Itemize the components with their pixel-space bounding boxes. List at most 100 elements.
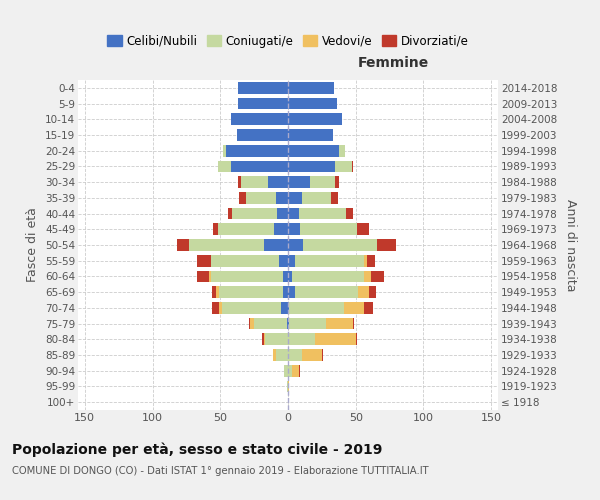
Bar: [287, 318, 288, 330]
Bar: [288, 255, 295, 266]
Bar: [315, 334, 356, 345]
Bar: [322, 349, 323, 361]
Bar: [229, 208, 232, 220]
Bar: [288, 129, 333, 141]
Bar: [249, 318, 250, 330]
Bar: [238, 176, 241, 188]
Bar: [300, 224, 357, 235]
Bar: [371, 270, 384, 282]
Bar: [239, 192, 246, 204]
Bar: [197, 255, 211, 266]
Bar: [287, 380, 288, 392]
Bar: [288, 286, 295, 298]
Bar: [288, 270, 292, 282]
Bar: [219, 302, 221, 314]
Bar: [273, 349, 276, 361]
Bar: [274, 224, 288, 235]
Bar: [288, 349, 302, 361]
Bar: [231, 160, 288, 172]
Bar: [335, 176, 340, 188]
Text: COMUNE DI DONGO (CO) - Dati ISTAT 1° gennaio 2019 - Elaborazione TUTTITALIA.IT: COMUNE DI DONGO (CO) - Dati ISTAT 1° gen…: [12, 466, 428, 476]
Bar: [219, 286, 283, 298]
Bar: [377, 239, 397, 251]
Bar: [288, 98, 337, 110]
Bar: [283, 270, 288, 282]
Bar: [295, 286, 358, 298]
Bar: [231, 114, 288, 125]
Bar: [262, 334, 263, 345]
Bar: [288, 380, 289, 392]
Bar: [238, 82, 288, 94]
Bar: [288, 82, 334, 94]
Bar: [288, 114, 342, 125]
Bar: [216, 286, 219, 298]
Bar: [299, 365, 300, 376]
Y-axis label: Anni di nascita: Anni di nascita: [564, 198, 577, 291]
Bar: [276, 192, 288, 204]
Bar: [344, 302, 364, 314]
Bar: [177, 239, 189, 251]
Bar: [283, 286, 288, 298]
Bar: [303, 239, 377, 251]
Bar: [353, 318, 355, 330]
Bar: [326, 318, 353, 330]
Bar: [232, 208, 277, 220]
Bar: [236, 129, 288, 141]
Text: Femmine: Femmine: [358, 56, 428, 70]
Bar: [369, 286, 376, 298]
Bar: [288, 192, 302, 204]
Bar: [241, 176, 268, 188]
Bar: [189, 239, 263, 251]
Bar: [302, 349, 322, 361]
Bar: [288, 302, 289, 314]
Bar: [281, 302, 288, 314]
Bar: [289, 302, 344, 314]
Bar: [367, 255, 375, 266]
Bar: [218, 224, 274, 235]
Bar: [288, 318, 289, 330]
Bar: [346, 208, 353, 220]
Text: Popolazione per età, sesso e stato civile - 2019: Popolazione per età, sesso e stato civil…: [12, 442, 382, 457]
Bar: [364, 255, 367, 266]
Bar: [288, 208, 299, 220]
Bar: [212, 302, 219, 314]
Bar: [265, 334, 288, 345]
Bar: [276, 349, 288, 361]
Bar: [214, 224, 218, 235]
Bar: [263, 334, 265, 345]
Bar: [364, 302, 373, 314]
Bar: [288, 176, 310, 188]
Bar: [288, 224, 300, 235]
Bar: [211, 270, 283, 282]
Bar: [254, 318, 287, 330]
Bar: [288, 145, 340, 156]
Bar: [218, 160, 231, 172]
Bar: [340, 145, 345, 156]
Bar: [250, 318, 254, 330]
Bar: [209, 270, 211, 282]
Bar: [364, 270, 371, 282]
Bar: [299, 208, 346, 220]
Bar: [223, 145, 226, 156]
Bar: [352, 160, 353, 172]
Bar: [246, 192, 276, 204]
Bar: [212, 286, 216, 298]
Bar: [284, 365, 288, 376]
Bar: [331, 192, 338, 204]
Bar: [295, 255, 364, 266]
Bar: [211, 255, 278, 266]
Y-axis label: Fasce di età: Fasce di età: [26, 208, 40, 282]
Bar: [358, 286, 369, 298]
Legend: Celibi/Nubili, Coniugati/e, Vedovi/e, Divorziati/e: Celibi/Nubili, Coniugati/e, Vedovi/e, Di…: [103, 30, 473, 52]
Bar: [292, 270, 364, 282]
Bar: [263, 239, 288, 251]
Bar: [226, 145, 288, 156]
Bar: [288, 334, 315, 345]
Bar: [288, 365, 292, 376]
Bar: [221, 302, 281, 314]
Bar: [277, 208, 288, 220]
Bar: [289, 318, 326, 330]
Bar: [335, 160, 352, 172]
Bar: [197, 270, 209, 282]
Bar: [310, 176, 335, 188]
